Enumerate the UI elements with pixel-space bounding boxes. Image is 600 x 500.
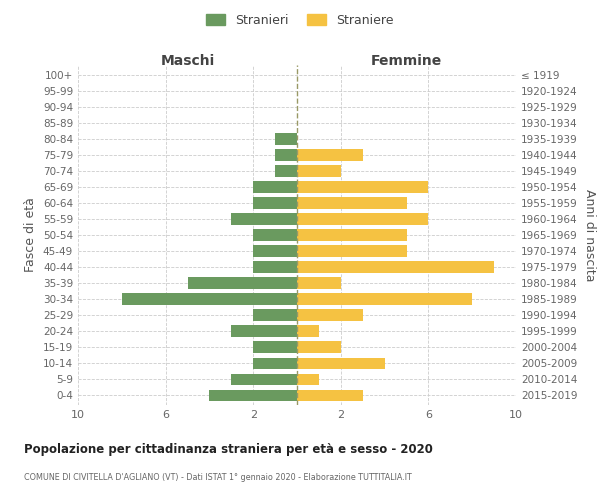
Bar bbox=[232, 374, 297, 385]
Bar bbox=[253, 181, 297, 192]
Bar bbox=[297, 342, 341, 353]
Bar bbox=[297, 246, 407, 257]
Y-axis label: Fasce di età: Fasce di età bbox=[25, 198, 37, 272]
Bar bbox=[297, 229, 407, 241]
Bar bbox=[297, 358, 385, 369]
Text: Popolazione per cittadinanza straniera per età e sesso - 2020: Popolazione per cittadinanza straniera p… bbox=[24, 442, 433, 456]
Bar bbox=[253, 358, 297, 369]
Bar bbox=[297, 197, 407, 208]
Bar bbox=[253, 229, 297, 241]
Bar bbox=[297, 181, 428, 192]
Bar bbox=[232, 326, 297, 337]
Bar bbox=[297, 390, 362, 401]
Y-axis label: Anni di nascita: Anni di nascita bbox=[583, 188, 596, 281]
Bar bbox=[297, 165, 341, 176]
Bar bbox=[297, 310, 362, 321]
Bar bbox=[297, 262, 494, 273]
Legend: Stranieri, Straniere: Stranieri, Straniere bbox=[202, 8, 398, 32]
Bar bbox=[187, 278, 297, 289]
Bar bbox=[275, 149, 297, 160]
Bar bbox=[253, 310, 297, 321]
Bar bbox=[275, 133, 297, 144]
Bar bbox=[253, 262, 297, 273]
Bar bbox=[253, 342, 297, 353]
Bar bbox=[297, 278, 341, 289]
Bar bbox=[297, 374, 319, 385]
Bar bbox=[122, 294, 297, 305]
Bar bbox=[297, 326, 319, 337]
Bar bbox=[297, 294, 472, 305]
Text: COMUNE DI CIVITELLA D'AGLIANO (VT) - Dati ISTAT 1° gennaio 2020 - Elaborazione T: COMUNE DI CIVITELLA D'AGLIANO (VT) - Dat… bbox=[24, 472, 412, 482]
Text: Maschi: Maschi bbox=[160, 54, 215, 68]
Bar bbox=[297, 213, 428, 224]
Bar bbox=[209, 390, 297, 401]
Bar bbox=[275, 165, 297, 176]
Bar bbox=[232, 213, 297, 224]
Bar bbox=[297, 149, 362, 160]
Text: Femmine: Femmine bbox=[371, 54, 442, 68]
Bar bbox=[253, 246, 297, 257]
Bar bbox=[253, 197, 297, 208]
